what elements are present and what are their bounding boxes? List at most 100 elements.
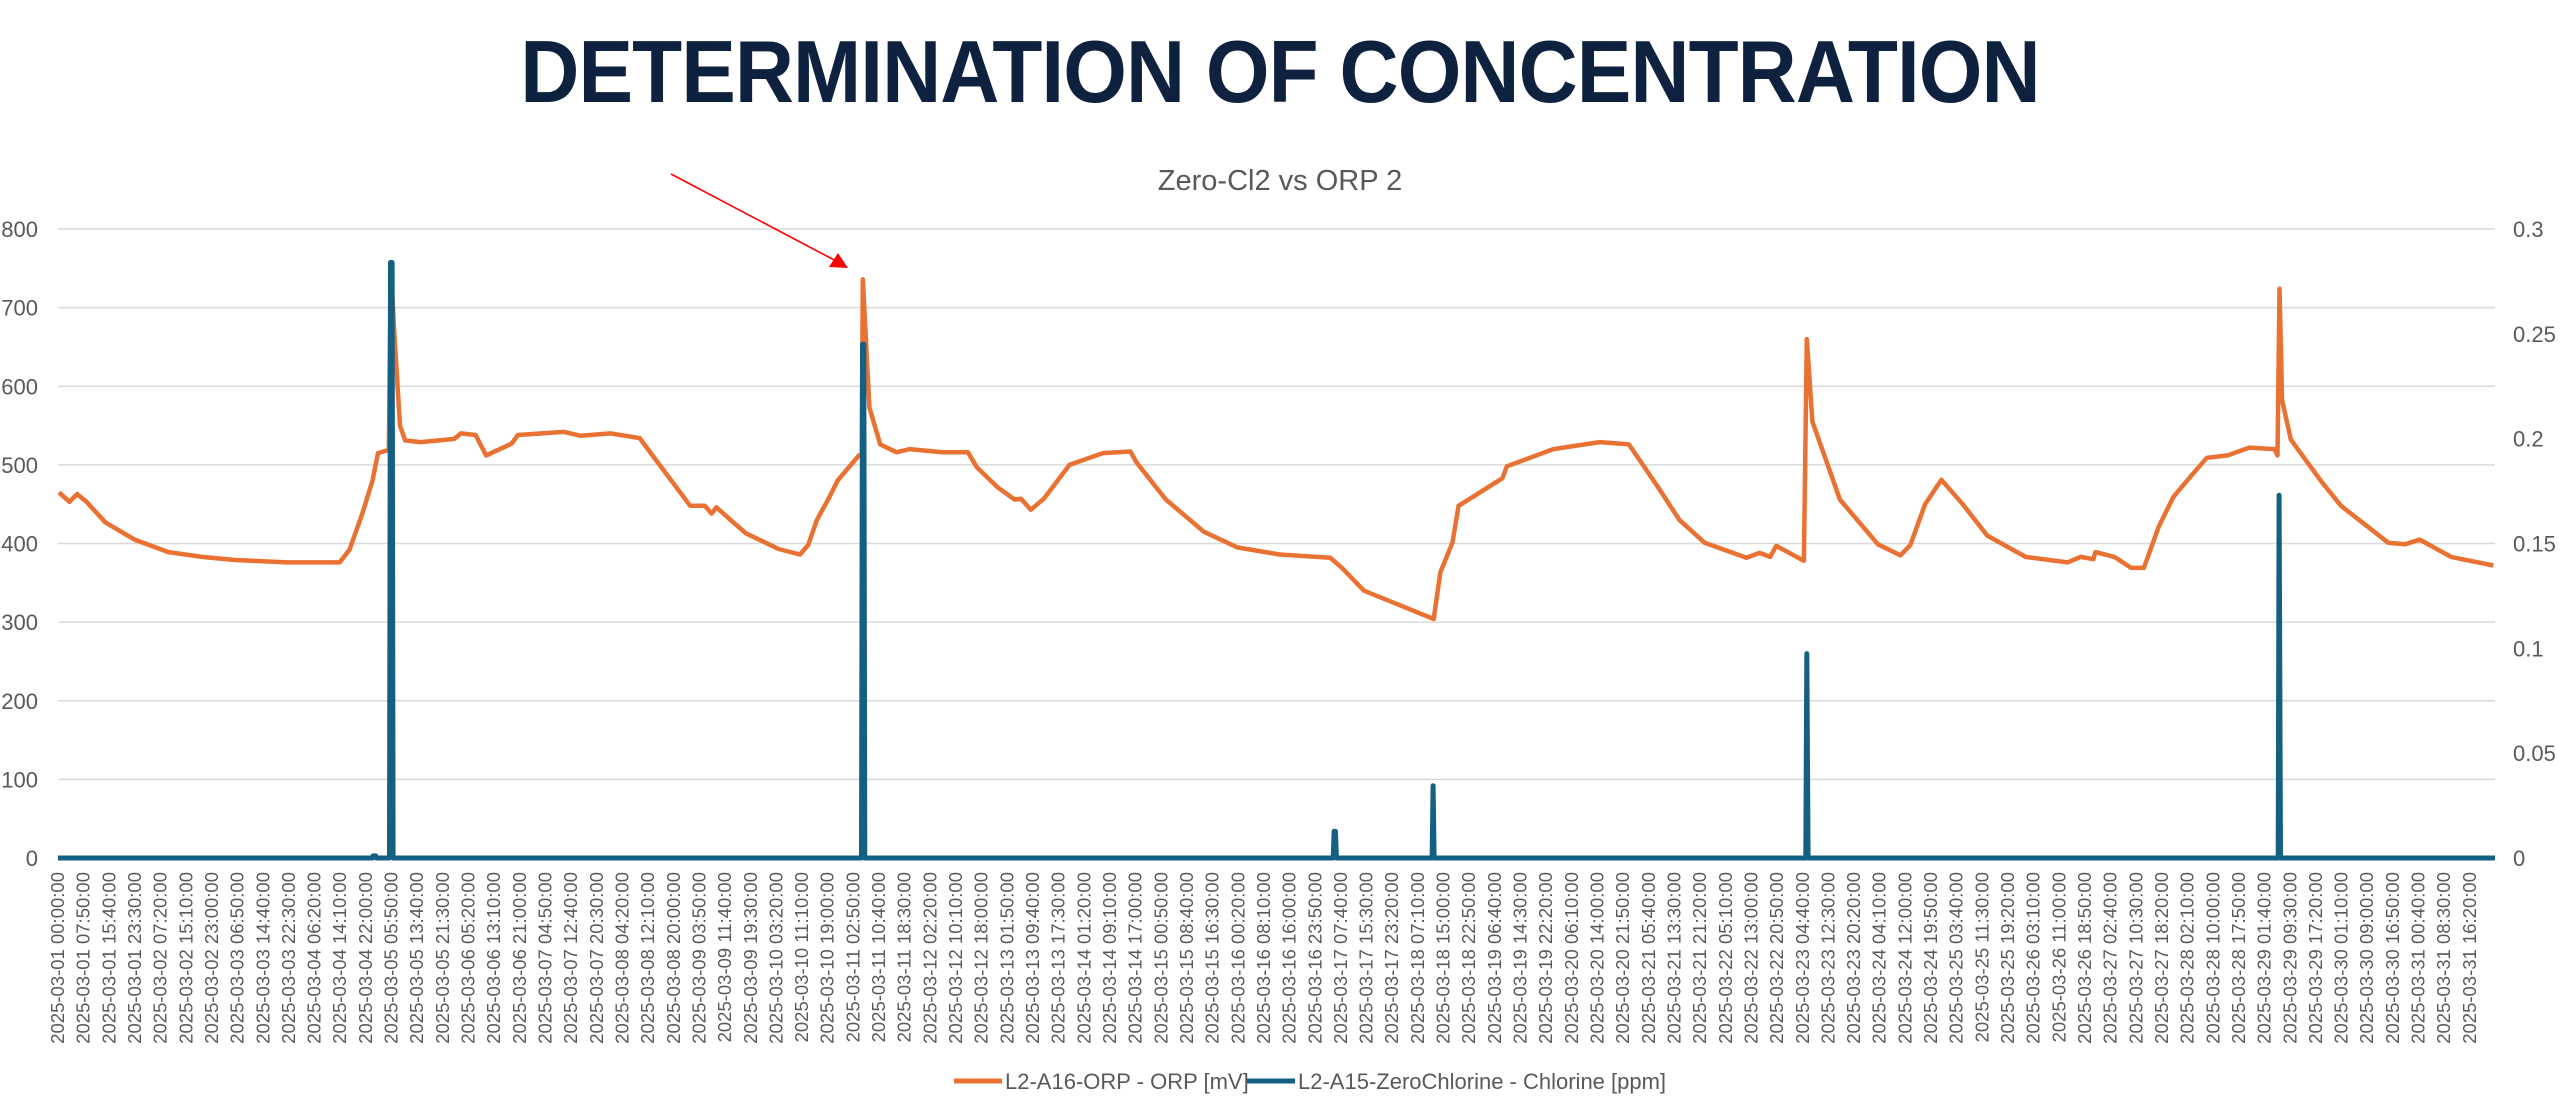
x-axis-tick-label: 2025-03-30 16:50:00: [2382, 872, 2403, 1044]
x-axis-tick-label: 2025-03-03 14:40:00: [252, 872, 273, 1044]
series-line-chlorine: [58, 260, 2495, 861]
legend-item-orp[interactable]: L2-A16-ORP - ORP [mV]: [954, 1069, 1249, 1094]
x-axis-tick-label: 2025-03-27 18:20:00: [2151, 872, 2172, 1044]
left-axis-tick-label: 200: [1, 689, 38, 714]
left-axis-tick-label: 0: [26, 846, 38, 871]
x-axis-tick-label: 2025-03-24 04:10:00: [1869, 872, 1890, 1044]
right-axis-tick-label: 0.3: [2513, 217, 2544, 242]
x-axis-tick-label: 2025-03-29 09:30:00: [2279, 872, 2300, 1044]
x-axis-tick-label: 2025-03-01 23:30:00: [124, 872, 145, 1044]
x-axis-tick-label: 2025-03-01 15:40:00: [98, 872, 119, 1044]
x-axis-tick-label: 2025-03-26 03:10:00: [2023, 872, 2044, 1044]
x-axis-tick-label: 2025-03-09 03:50:00: [688, 872, 709, 1044]
x-axis-ticks: 2025-03-01 00:00:00 2025-03-01 07:50:00 20…: [47, 872, 2480, 1044]
x-axis-tick-label: 2025-03-17 07:40:00: [1330, 872, 1351, 1044]
legend-label-chlorine: L2-A15-ZeroChlorine - Chlorine [ppm]: [1298, 1069, 1666, 1094]
x-axis-tick-label: 2025-03-04 06:20:00: [304, 872, 325, 1044]
right-axis-ticks: 0 0.05 0.1 0.15 0.2 0.25 0.3: [2513, 217, 2556, 871]
x-axis-tick-label: 2025-03-10 03:20:00: [765, 872, 786, 1044]
x-axis-tick-label: 2025-03-15 16:30:00: [1202, 872, 1223, 1044]
x-axis-tick-label: 2025-03-13 09:40:00: [1022, 872, 1043, 1044]
right-axis-tick-label: 0.15: [2513, 532, 2556, 557]
arrow-shaft: [670, 173, 839, 263]
x-axis-tick-label: 2025-03-21 21:20:00: [1689, 872, 1710, 1044]
x-axis-tick-label: 2025-03-28 17:50:00: [2228, 872, 2249, 1044]
x-axis-tick-label: 2025-03-03 06:50:00: [227, 872, 248, 1044]
x-axis-tick-label: 2025-03-27 10:30:00: [2125, 872, 2146, 1044]
chart-title: Zero-Cl2 vs ORP 2: [1158, 165, 1402, 197]
x-axis-tick-label: 2025-03-14 17:00:00: [1125, 872, 1146, 1044]
left-axis-tick-label: 600: [1, 374, 38, 399]
x-axis-tick-label: 2025-03-10 19:00:00: [817, 872, 838, 1044]
left-axis-tick-label: 400: [1, 532, 38, 557]
left-axis-tick-label: 100: [1, 767, 38, 792]
x-axis-tick-label: 2025-03-30 09:00:00: [2356, 872, 2377, 1044]
x-axis-tick-label: 2025-03-27 02:40:00: [2100, 872, 2121, 1044]
x-axis-tick-label: 2025-03-17 15:30:00: [1356, 872, 1377, 1044]
x-axis-tick-label: 2025-03-11 02:50:00: [842, 872, 863, 1042]
x-axis-tick-label: 2025-03-12 18:00:00: [971, 872, 992, 1044]
left-axis-tick-label: 500: [1, 453, 38, 478]
x-axis-tick-label: 2025-03-31 16:20:00: [2459, 872, 2480, 1044]
x-axis-tick-label: 2025-03-09 19:30:00: [740, 872, 761, 1044]
x-axis-tick-label: 2025-03-08 20:00:00: [663, 872, 684, 1044]
x-axis-tick-label: 2025-03-01 00:00:00: [47, 872, 68, 1044]
x-axis-tick-label: 2025-03-20 06:10:00: [1561, 872, 1582, 1044]
x-axis-tick-label: 2025-03-23 20:20:00: [1843, 872, 1864, 1044]
right-axis-tick-label: 0.05: [2513, 741, 2556, 766]
x-axis-tick-label: 2025-03-16 00:20:00: [1227, 872, 1248, 1044]
x-axis-tick-label: 2025-03-14 09:10:00: [1099, 872, 1120, 1044]
x-axis-tick-label: 2025-03-12 10:10:00: [945, 872, 966, 1044]
gridlines: [58, 228, 2495, 859]
x-axis-tick-label: 2025-03-07 12:40:00: [560, 872, 581, 1044]
right-axis-tick-label: 0.25: [2513, 322, 2556, 347]
x-axis-tick-label: 2025-03-30 01:10:00: [2331, 872, 2352, 1044]
x-axis-tick-label: 2025-03-25 11:30:00: [1971, 872, 1992, 1042]
series-lines: [57, 260, 2495, 861]
left-axis-ticks: 0 100 200 300 400 500 600 700 800: [1, 217, 38, 871]
x-axis-tick-label: 2025-03-09 11:40:00: [714, 872, 735, 1042]
x-axis-tick-label: 2025-03-21 13:30:00: [1663, 872, 1684, 1044]
x-axis-tick-label: 2025-03-06 13:10:00: [483, 872, 504, 1044]
x-axis-tick-label: 2025-03-05 21:30:00: [432, 872, 453, 1044]
x-axis-tick-label: 2025-03-28 02:10:00: [2177, 872, 2198, 1044]
x-axis-tick-label: 2025-03-14 01:20:00: [1073, 872, 1094, 1044]
x-axis-tick-label: 2025-03-13 17:30:00: [1048, 872, 1069, 1044]
x-axis-tick-label: 2025-03-13 01:50:00: [996, 872, 1017, 1044]
x-axis-tick-label: 2025-03-23 12:30:00: [1817, 872, 1838, 1044]
x-axis-tick-label: 2025-03-05 13:40:00: [406, 872, 427, 1044]
x-axis-tick-label: 2025-03-23 04:40:00: [1792, 872, 1813, 1044]
x-axis-tick-label: 2025-03-03 22:30:00: [278, 872, 299, 1044]
x-axis-tick-label: 2025-03-15 08:40:00: [1176, 872, 1197, 1044]
left-axis-tick-label: 800: [1, 217, 38, 242]
legend: L2-A16-ORP - ORP [mV] L2-A15-ZeroChlorin…: [954, 1069, 1666, 1094]
x-axis-tick-label: 2025-03-11 18:30:00: [894, 872, 915, 1042]
x-axis-tick-label: 2025-03-25 03:40:00: [1946, 872, 1967, 1044]
legend-label-orp: L2-A16-ORP - ORP [mV]: [1005, 1069, 1249, 1094]
x-axis-tick-label: 2025-03-20 21:50:00: [1612, 872, 1633, 1044]
x-axis-tick-label: 2025-03-18 07:10:00: [1407, 872, 1428, 1044]
slide-title: DETERMINATION OF CONCENTRATION: [520, 22, 2040, 121]
x-axis-tick-label: 2025-03-24 12:00:00: [1894, 872, 1915, 1044]
x-axis-tick-label: 2025-03-06 05:20:00: [458, 872, 479, 1044]
x-axis-tick-label: 2025-03-29 17:20:00: [2305, 872, 2326, 1044]
x-axis-tick-label: 2025-03-25 19:20:00: [1997, 872, 2018, 1044]
x-axis-tick-label: 2025-03-19 22:20:00: [1535, 872, 1556, 1044]
annotation-arrow: [670, 173, 848, 268]
x-axis-tick-label: 2025-03-19 14:30:00: [1510, 872, 1531, 1044]
x-axis-tick-label: 2025-03-10 11:10:00: [791, 872, 812, 1042]
x-axis-tick-label: 2025-03-04 22:00:00: [355, 872, 376, 1044]
x-axis-tick-label: 2025-03-16 23:50:00: [1304, 872, 1325, 1044]
x-axis-tick-label: 2025-03-08 12:10:00: [637, 872, 658, 1044]
left-axis-tick-label: 300: [1, 610, 38, 635]
x-axis-tick-label: 2025-03-05 05:50:00: [381, 872, 402, 1044]
x-axis-tick-label: 2025-03-15 00:50:00: [1150, 872, 1171, 1044]
left-axis-tick-label: 700: [1, 296, 38, 321]
x-axis-tick-label: 2025-03-31 00:40:00: [2408, 872, 2429, 1044]
x-axis-tick-label: 2025-03-02 15:10:00: [175, 872, 196, 1044]
x-axis-tick-label: 2025-03-04 14:10:00: [329, 872, 350, 1044]
x-axis-tick-label: 2025-03-08 04:20:00: [611, 872, 632, 1044]
x-axis-tick-label: 2025-03-21 05:40:00: [1638, 872, 1659, 1044]
x-axis-tick-label: 2025-03-16 08:10:00: [1253, 872, 1274, 1044]
legend-item-chlorine[interactable]: L2-A15-ZeroChlorine - Chlorine [ppm]: [1247, 1069, 1666, 1094]
